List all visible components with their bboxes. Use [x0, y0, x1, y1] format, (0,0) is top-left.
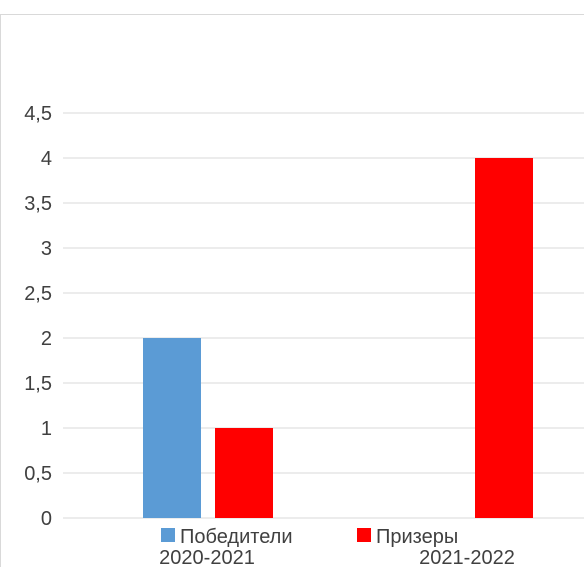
y-tick-label: 0,5	[24, 463, 52, 485]
x-axis-category-labels: 2020-2021 2021-2022	[159, 547, 515, 567]
bar-pobediteli-1	[143, 338, 201, 518]
gridlines	[63, 112, 584, 519]
legend-label: Победители	[180, 526, 293, 548]
y-tick-label: 3	[41, 238, 52, 260]
legend-swatch	[161, 528, 175, 542]
y-tick-label: 3,5	[24, 193, 52, 215]
y-tick-label: 4	[41, 148, 52, 170]
y-axis-tick-labels: 0 0,5 1 1,5 2 2,5 3 3,5 4 4,5	[24, 103, 52, 530]
chart-border	[0, 14, 584, 567]
bars	[143, 158, 533, 518]
bar-prizery-1	[215, 428, 273, 518]
legend-swatch	[357, 528, 371, 542]
y-tick-label: 0	[41, 508, 52, 530]
y-tick-label: 2,5	[24, 283, 52, 305]
legend-label: Призеры	[376, 526, 458, 548]
y-tick-label: 1,5	[24, 373, 52, 395]
y-tick-label: 2	[41, 328, 52, 350]
y-tick-label: 4,5	[24, 103, 52, 125]
legend: Победители Призеры	[161, 526, 458, 548]
y-tick-label: 1	[41, 418, 52, 440]
x-category-label: 2021-2022	[419, 547, 515, 567]
x-category-label: 2020-2021	[159, 547, 255, 567]
bar-prizery-2	[475, 158, 533, 518]
